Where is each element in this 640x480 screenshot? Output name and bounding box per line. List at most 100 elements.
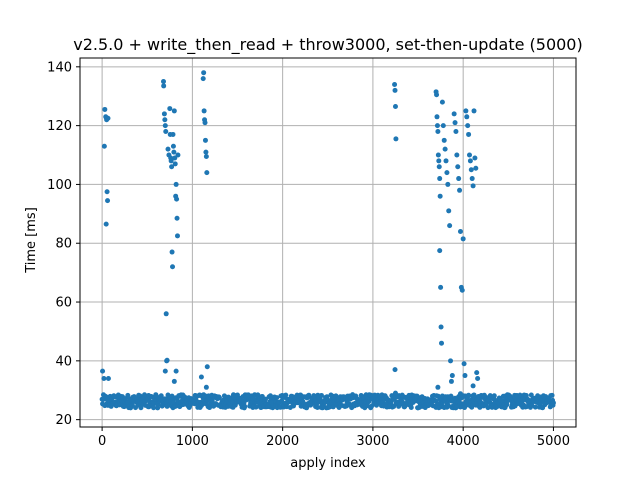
data-point (162, 368, 168, 374)
data-point (171, 108, 177, 114)
data-point (473, 165, 479, 171)
y-tick-label: 100 (47, 178, 72, 193)
data-point (457, 187, 463, 193)
data-point (443, 158, 449, 164)
data-point (464, 114, 470, 120)
data-point (435, 129, 441, 135)
data-point (392, 87, 398, 93)
data-point (451, 111, 457, 117)
data-point (216, 395, 222, 401)
x-tick-label: 5000 (537, 434, 570, 449)
data-point (441, 137, 447, 143)
data-point (170, 143, 176, 149)
data-point (174, 196, 180, 202)
y-axis-label: Time [ms] (24, 207, 39, 274)
data-point (459, 287, 465, 293)
data-point (100, 368, 106, 374)
data-point (171, 149, 177, 155)
data-point (279, 398, 285, 404)
data-point (203, 153, 209, 159)
data-point (161, 83, 167, 89)
data-point (105, 198, 111, 204)
data-point (203, 149, 209, 155)
data-point (167, 106, 173, 112)
data-point (461, 361, 467, 367)
y-tick-label: 60 (55, 296, 72, 311)
data-point (392, 104, 398, 110)
data-point (201, 108, 207, 114)
data-point (471, 108, 477, 114)
data-point (437, 193, 443, 199)
y-tick-label: 80 (55, 237, 72, 252)
data-point (440, 123, 446, 129)
data-point (175, 152, 181, 158)
data-point (434, 92, 440, 98)
data-point (452, 120, 458, 126)
data-point (318, 392, 324, 398)
data-point (434, 123, 440, 129)
data-point (392, 367, 398, 373)
data-point (172, 155, 178, 161)
data-point (528, 392, 534, 398)
data-point (204, 364, 210, 370)
data-point (393, 136, 399, 142)
data-point (472, 155, 478, 161)
data-point (446, 208, 452, 214)
data-point (523, 392, 529, 398)
data-point (202, 120, 208, 126)
data-point (174, 215, 180, 221)
data-point (435, 384, 441, 390)
data-point (168, 158, 174, 164)
data-point (163, 311, 169, 317)
data-point (162, 123, 168, 129)
data-point (173, 368, 179, 374)
data-point (462, 373, 468, 379)
data-point (164, 357, 170, 363)
data-point (434, 114, 440, 120)
x-tick-label: 2000 (266, 434, 299, 449)
data-point (201, 70, 207, 76)
data-point (454, 152, 460, 158)
data-point (172, 161, 178, 167)
x-axis-label: apply index (290, 456, 366, 471)
data-point (203, 384, 209, 390)
data-point (455, 164, 461, 170)
data-point (438, 284, 444, 290)
data-point (204, 170, 210, 176)
data-point (465, 123, 471, 129)
data-point (447, 223, 453, 229)
data-point (202, 137, 208, 143)
data-point (169, 249, 175, 255)
data-point (491, 393, 497, 399)
x-tick-label: 3000 (356, 434, 389, 449)
data-point (314, 404, 320, 410)
data-point (448, 358, 454, 364)
data-point (504, 402, 510, 408)
data-point (466, 392, 472, 398)
data-point (457, 228, 463, 234)
data-point (414, 393, 420, 399)
data-point (470, 383, 476, 389)
data-point (165, 146, 171, 152)
data-point (242, 404, 248, 410)
grid-lines (80, 58, 576, 427)
data-point (448, 378, 454, 384)
data-point (549, 392, 555, 398)
data-point (169, 164, 175, 170)
data-point (161, 111, 167, 117)
data-point (550, 400, 556, 406)
data-point (467, 158, 473, 164)
data-point (439, 99, 445, 105)
chart-title: v2.5.0 + write_then_read + throw3000, se… (73, 35, 582, 55)
data-point (437, 176, 443, 182)
data-point (200, 76, 206, 82)
data-point (456, 176, 462, 182)
data-point (475, 375, 481, 381)
data-point (104, 189, 110, 195)
data-point (445, 181, 451, 187)
data-point (460, 236, 466, 242)
data-point (138, 405, 144, 411)
data-point (198, 374, 204, 380)
data-point (474, 370, 480, 376)
